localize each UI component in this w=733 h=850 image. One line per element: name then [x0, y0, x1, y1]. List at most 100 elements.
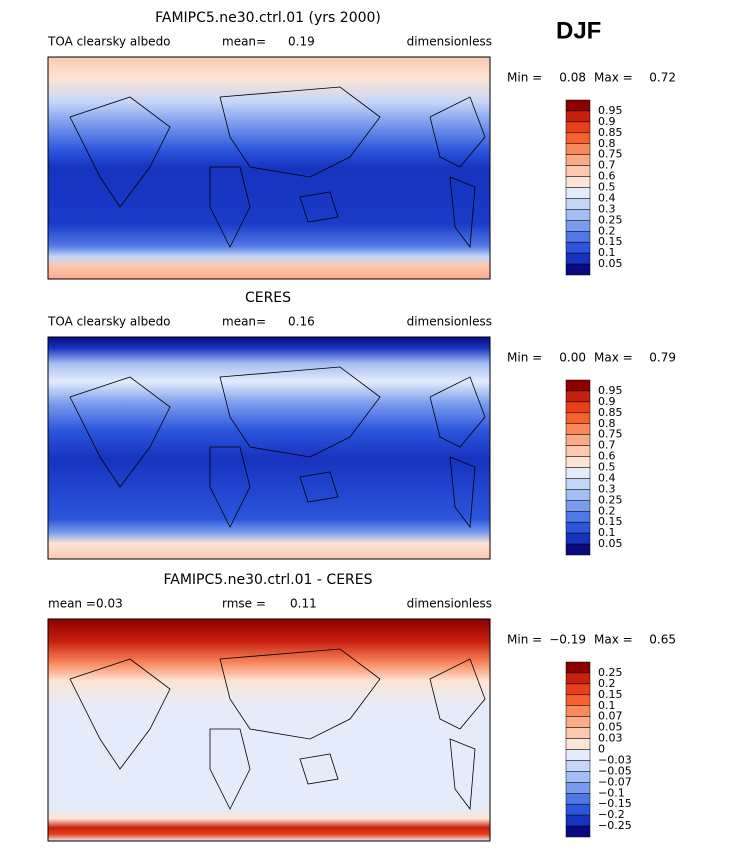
colorbar-box: [565, 672, 591, 685]
map-field: [47, 336, 491, 560]
colorbar-box: [565, 521, 591, 534]
colorbar-label: −0.1: [598, 786, 625, 799]
colorbar-label: 0.1: [598, 699, 616, 712]
colorbar-box: [565, 825, 591, 838]
colorbar-box: [565, 445, 591, 457]
colorbar-box: [565, 187, 591, 199]
colorbar-label: 0.5: [598, 461, 616, 474]
colorbar-label: −0.05: [598, 764, 632, 777]
colorbar-box: [565, 263, 591, 276]
colorbar-box: [565, 532, 591, 545]
colorbar-box: [565, 241, 591, 254]
coastline: [299, 191, 339, 223]
colorbar-label: 0.15: [598, 688, 623, 701]
variable-label: TOA clearsky albedo: [47, 315, 171, 329]
colorbar-box: [565, 500, 591, 512]
colorbar-box: [565, 793, 591, 805]
colorbar-box: [565, 683, 591, 696]
colorbar-label: 0.7: [598, 159, 616, 172]
variable-label: TOA clearsky albedo: [47, 35, 171, 49]
colorbar-box: [565, 716, 591, 728]
colorbar-label: 0.25: [598, 213, 623, 226]
colorbar-box: [565, 467, 591, 479]
colorbar-box: [565, 771, 591, 783]
min-value: 0.00: [559, 351, 586, 365]
colorbar-box: [565, 121, 591, 134]
colorbar-box: [565, 456, 591, 468]
coastline: [209, 166, 251, 248]
colorbar-label: 0.5: [598, 181, 616, 194]
colorbar-box: [565, 132, 591, 144]
colorbar-box: [565, 434, 591, 446]
stat-label: rmse =: [222, 597, 266, 611]
colorbar-box: [565, 727, 591, 739]
min-label: Min =: [507, 71, 542, 85]
colorbar-label: 0.95: [598, 104, 623, 117]
colorbar-label: 0.1: [598, 526, 616, 539]
colorbar-label: 0: [598, 743, 605, 756]
colorbar-box: [565, 760, 591, 772]
colorbar-box: [565, 814, 591, 827]
colorbar-label: 0.25: [598, 666, 623, 679]
colorbar-label: 0.15: [598, 515, 623, 528]
stat-value: 0.03: [96, 597, 123, 611]
coastline: [449, 176, 476, 249]
coastline: [69, 658, 171, 770]
colorbar-box: [565, 423, 591, 435]
colorbar-label: 0.75: [598, 428, 623, 441]
colorbar-box: [565, 220, 591, 232]
colorbar-label: 0.2: [598, 504, 616, 517]
colorbar-box: [565, 231, 591, 243]
coastline: [449, 456, 476, 529]
coastline: [69, 376, 171, 488]
colorbar-box: [565, 390, 591, 403]
colorbar-box: [565, 252, 591, 265]
colorbar-label: 0.03: [598, 732, 623, 745]
coastline: [429, 376, 486, 448]
colorbar-box: [565, 511, 591, 523]
panel-title: FAMIPC5.ne30.ctrl.01 - CERES: [163, 572, 372, 588]
colorbar-box: [565, 401, 591, 414]
colorbar-label: 0.8: [598, 417, 616, 430]
stat-value: 0.19: [288, 35, 315, 49]
colorbar-label: 0.9: [598, 115, 616, 128]
colorbar-label: 0.05: [598, 257, 623, 270]
coastline: [429, 658, 486, 730]
coastline: [299, 471, 339, 503]
colorbar-label: 0.05: [598, 537, 623, 550]
colorbar-label: 0.75: [598, 148, 623, 161]
season-label: DJF: [556, 17, 601, 44]
coastline: [209, 446, 251, 528]
colorbar-label: 0.1: [598, 246, 616, 259]
colorbar-box: [565, 412, 591, 424]
stat-label: mean=: [222, 35, 266, 49]
min-label: Min =: [507, 351, 542, 365]
map-field: [47, 56, 491, 280]
coastline: [69, 96, 171, 208]
colorbar-label: 0.85: [598, 126, 623, 139]
colorbar-box: [565, 661, 591, 674]
stat-value: 0.16: [288, 315, 315, 329]
coastline: [429, 96, 486, 168]
coastline: [219, 648, 381, 740]
max-label: Max =: [594, 71, 633, 85]
stat-value: 0.11: [290, 597, 317, 611]
colorbar-box: [565, 738, 591, 750]
colorbar-label: 0.6: [598, 170, 616, 183]
colorbar-box: [565, 165, 591, 177]
colorbar-box: [565, 176, 591, 188]
colorbar-box: [565, 99, 591, 112]
colorbar-label: 0.15: [598, 235, 623, 248]
min-value: −0.19: [549, 633, 586, 647]
colorbar-label: 0.3: [598, 202, 616, 215]
coastline: [219, 366, 381, 458]
colorbar-label: −0.03: [598, 753, 632, 766]
map-field: [47, 618, 491, 842]
colorbar-box: [565, 782, 591, 794]
colorbar-label: 0.95: [598, 384, 623, 397]
stat-label: mean=: [222, 315, 266, 329]
min-label: Min =: [507, 633, 542, 647]
stat-label: mean =: [48, 597, 96, 611]
colorbar-label: 0.4: [598, 471, 616, 484]
